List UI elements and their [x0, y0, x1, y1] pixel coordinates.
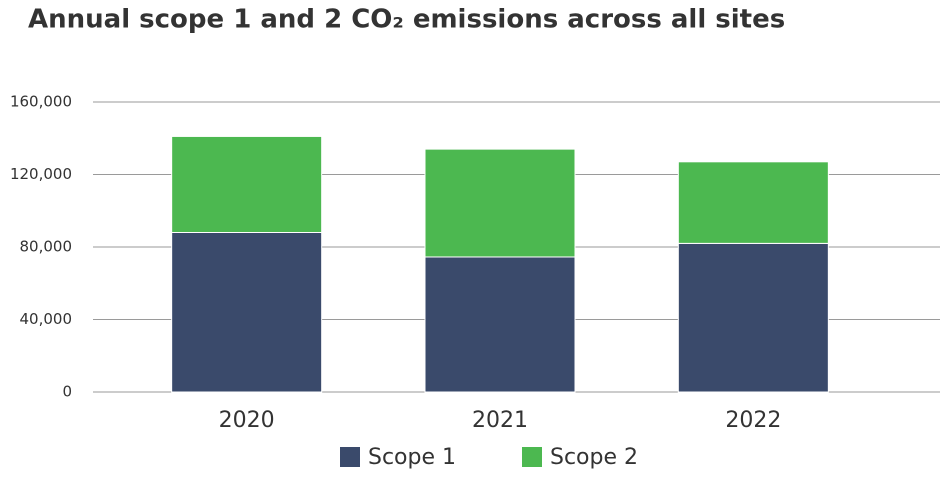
x-tick-label: 2020 [219, 408, 275, 433]
y-tick-label: 40,000 [20, 310, 73, 328]
bar-segment [424, 148, 576, 258]
y-tick-label: 160,000 [10, 93, 72, 111]
bar-segment [677, 161, 829, 244]
chart-title: Annual scope 1 and 2 CO₂ emissions acros… [28, 5, 785, 35]
x-tick-label: 2021 [472, 408, 528, 433]
bar-segment [677, 242, 829, 393]
y-tick-label: 120,000 [10, 165, 72, 183]
legend-swatch [340, 447, 360, 467]
bar-segment [424, 256, 576, 393]
y-tick-label: 80,000 [20, 238, 73, 256]
legend-label: Scope 1 [368, 445, 456, 470]
bar-segment [171, 135, 323, 233]
y-tick-label: 0 [62, 383, 72, 401]
legend-label: Scope 2 [550, 445, 638, 470]
legend-swatch [522, 447, 542, 467]
x-tick-label: 2022 [725, 408, 781, 433]
bar-segment [171, 232, 323, 393]
